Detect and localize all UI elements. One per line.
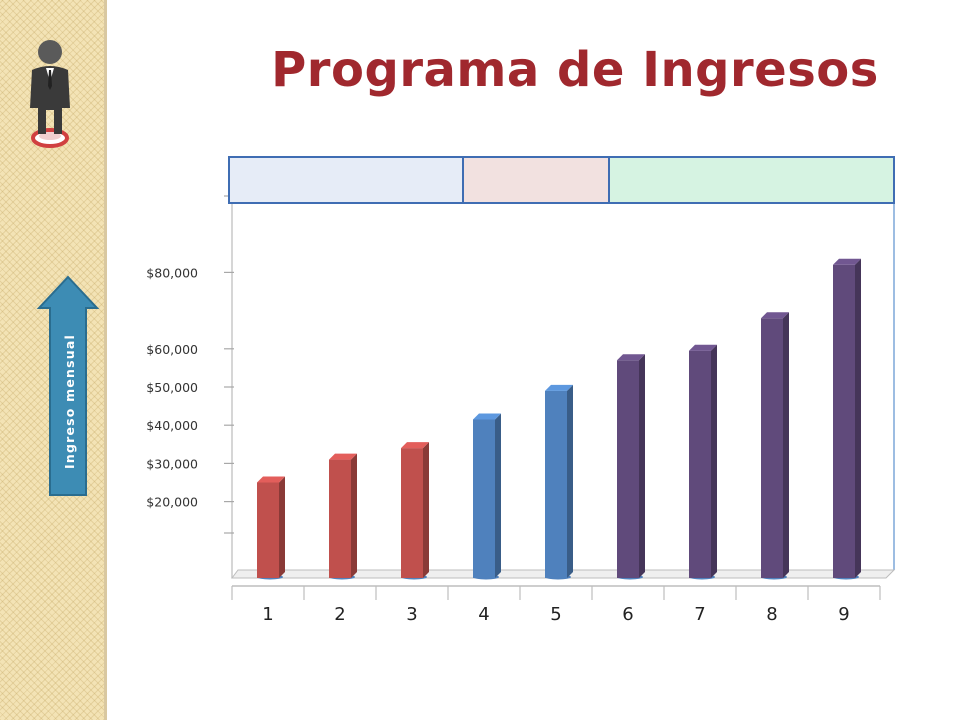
x-tick-label: 6 <box>622 604 633 625</box>
bar-8 <box>761 318 783 578</box>
bar-side-3 <box>423 442 429 578</box>
bar-side-2 <box>351 453 357 578</box>
y-tick-label: $30,000 <box>146 456 198 471</box>
y-tick-label: $20,000 <box>146 495 198 510</box>
bar-5 <box>545 390 567 578</box>
x-tick-label: 3 <box>406 604 417 625</box>
x-tick-label: 7 <box>694 604 705 625</box>
person-icon <box>30 40 70 148</box>
y-tick-label: $40,000 <box>146 418 198 433</box>
bar-top-5 <box>545 384 573 391</box>
bar-9 <box>833 264 855 578</box>
bar-side-5 <box>567 384 573 578</box>
bar-4 <box>473 419 495 578</box>
bar-6 <box>617 360 639 578</box>
x-tick-label: 1 <box>262 604 273 625</box>
page-title: Programa de Ingresos <box>271 42 879 98</box>
header-box-2 <box>462 156 610 204</box>
side-divider <box>104 0 107 720</box>
y-tick-label: $80,000 <box>146 265 198 280</box>
bar-top-8 <box>761 312 789 319</box>
bar-side-8 <box>783 312 789 578</box>
up-arrow-icon <box>36 275 100 496</box>
x-tick-label: 9 <box>838 604 849 625</box>
bar-side-9 <box>855 258 861 578</box>
bar-top-2 <box>329 453 357 460</box>
bar-side-4 <box>495 413 501 578</box>
bar-side-6 <box>639 354 645 578</box>
bar-top-3 <box>401 442 429 449</box>
x-tick-label: 2 <box>334 604 345 625</box>
bar-side-1 <box>279 476 285 578</box>
bar-top-6 <box>617 354 645 361</box>
bar-1 <box>257 482 279 578</box>
y-tick-label: $50,000 <box>146 380 198 395</box>
x-tick-label: 8 <box>766 604 777 625</box>
header-box-1 <box>228 156 464 204</box>
header-box-3 <box>608 156 895 204</box>
y-tick-label: $60,000 <box>146 342 198 357</box>
bar-top-4 <box>473 413 501 420</box>
bar-top-7 <box>689 344 717 351</box>
bar-3 <box>401 448 423 578</box>
bar-side-7 <box>711 344 717 578</box>
bar-2 <box>329 459 351 578</box>
bar-top-1 <box>257 476 285 483</box>
bar-top-9 <box>833 258 861 265</box>
x-tick-label: 4 <box>478 604 489 625</box>
bar-7 <box>689 350 711 578</box>
x-tick-label: 5 <box>550 604 561 625</box>
